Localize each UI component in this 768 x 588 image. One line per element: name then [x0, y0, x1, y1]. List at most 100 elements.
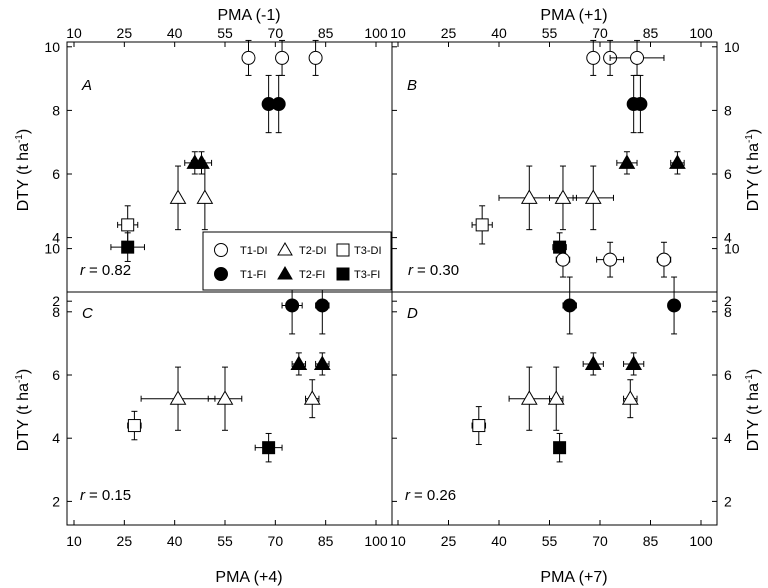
x-tick-label-p0-0: 10 — [66, 25, 82, 41]
data-point-p1-t2-fi-0 — [618, 154, 636, 169]
data-point-p1-t1-di-2 — [630, 50, 645, 65]
data-point-p0-t1-fi-1 — [271, 97, 286, 112]
data-point-p3-t1-di-0 — [555, 252, 570, 267]
legend: T1-DI T2-DI T3-DI T1-FI T2-FI T3-FI — [202, 231, 392, 291]
data-point-p3-t1-di-1 — [603, 252, 618, 267]
data-point-p2-t2-di-2 — [303, 390, 321, 405]
data-marks — [110, 39, 686, 463]
legend-t1-di-marker — [214, 243, 228, 257]
x-tick-label-p2-5: 85 — [318, 533, 334, 549]
x-tick-label-p3-3: 55 — [542, 533, 558, 549]
panel-annotations: A B C D r = 0.82 r = 0.30 r = 0.15 r = 0.26 — [80, 77, 459, 504]
data-point-p3-t3-di-0 — [472, 419, 486, 433]
data-point-p0-t2-di-0 — [169, 189, 187, 204]
x-tick-label-p3-6: 100 — [689, 533, 713, 549]
x-tick-label-p0-5: 85 — [318, 25, 334, 41]
data-point-p3-t2-di-0 — [520, 390, 538, 405]
x-tick-label-p0-4: 70 — [268, 25, 284, 41]
y-tick-label-right-r1-4: 10 — [724, 241, 740, 257]
data-point-p0-t1-di-0 — [241, 50, 256, 65]
y-tick-label-right-r0-3: 8 — [724, 102, 732, 118]
legend-t3-fi-label: T3-FI — [354, 269, 380, 281]
legend-t2-fi-marker — [277, 266, 293, 280]
y-tick-label-right-r0-1: 4 — [724, 230, 732, 246]
y-tick-label-left-r1-4: 10 — [44, 241, 60, 257]
x-tick-label-p0-2: 40 — [167, 25, 183, 41]
legend-t2-di-label: T2-DI — [299, 245, 327, 257]
data-point-p1-t2-di-1 — [554, 189, 572, 204]
data-point-p1-t1-fi-1 — [633, 97, 648, 112]
data-point-p0-t3-fi-0 — [121, 240, 135, 254]
panel-b-letter: B — [407, 77, 417, 94]
x-tick-label-p2-3: 55 — [217, 533, 233, 549]
data-point-p1-t2-di-0 — [520, 189, 538, 204]
x-tick-label-p1-3: 55 — [542, 25, 558, 41]
data-point-p0-t2-fi-1 — [193, 154, 210, 169]
x-tick-label-p1-0: 10 — [390, 25, 406, 41]
data-point-p1-t2-di-2 — [584, 189, 602, 204]
legend-t3-fi-marker — [336, 267, 350, 281]
panel-a-letter: A — [81, 77, 92, 94]
legend-t1-di-label: T1-DI — [240, 245, 268, 257]
data-point-p1-t3-di-0 — [475, 218, 489, 232]
panel-a-xlabel: PMA (-1) — [217, 7, 280, 24]
data-point-p1-t1-di-0 — [586, 50, 601, 65]
data-point-p3-t1-di-2 — [656, 252, 671, 267]
data-point-p0-t3-di-0 — [121, 218, 135, 232]
y-tick-label-right-r0-4: 10 — [724, 39, 740, 55]
y-tick-label-left-r0-3: 8 — [52, 102, 60, 118]
ylabel-left-top: DTY (t ha-1) — [14, 129, 32, 211]
x-tick-label-p1-5: 85 — [643, 25, 659, 41]
legend-t2-fi-label: T2-FI — [299, 269, 325, 281]
data-point-p0-t2-di-1 — [196, 189, 214, 204]
x-tick-label-p3-2: 40 — [491, 533, 507, 549]
y-tick-label-right-r1-0: 2 — [724, 493, 732, 509]
panel-c-letter: C — [82, 305, 93, 322]
legend-box — [202, 231, 392, 291]
ylabel-left-bottom: DTY (t ha-1) — [14, 369, 32, 451]
data-point-p2-t1-fi-1 — [315, 298, 330, 313]
x-tick-label-p2-1: 25 — [117, 533, 133, 549]
data-point-p3-t2-di-2 — [621, 390, 639, 405]
panel-d-letter: D — [407, 305, 418, 322]
y-tick-label-left-r1-3: 8 — [52, 304, 60, 320]
x-tick-label-p2-0: 10 — [66, 533, 82, 549]
y-tick-label-left-r1-2: 6 — [52, 367, 60, 383]
x-tick-label-p1-4: 70 — [592, 25, 608, 41]
x-tick-label-p0-6: 100 — [364, 25, 388, 41]
data-point-p2-t3-di-0 — [127, 419, 141, 433]
x-tick-label-p2-2: 40 — [167, 533, 183, 549]
data-point-p3-t3-fi-0 — [553, 441, 567, 455]
data-point-p2-t1-fi-0 — [285, 298, 300, 313]
legend-t1-fi-label: T1-FI — [240, 269, 266, 281]
y-tick-label-left-r1-0: 2 — [52, 493, 60, 509]
x-tick-label-p3-0: 10 — [390, 533, 406, 549]
y-tick-label-right-r1-2: 6 — [724, 367, 732, 383]
legend-t2-di-marker — [277, 242, 293, 256]
data-point-p3-t2-fi-0 — [584, 355, 602, 370]
y-tick-label-right-r0-2: 6 — [724, 166, 732, 182]
data-point-p2-t3-fi-0 — [262, 441, 276, 455]
data-point-p0-t1-di-1 — [275, 50, 290, 65]
panel-b-r-value: r = 0.30 — [408, 262, 459, 279]
data-point-p1-t3-fi-0 — [553, 240, 567, 254]
y-tick-label-left-r0-4: 10 — [44, 39, 60, 55]
panel-a-r-value: r = 0.82 — [80, 262, 131, 279]
y-tick-label-right-r1-1: 4 — [724, 430, 732, 446]
y-tick-label-right-r0-0: 2 — [724, 293, 732, 309]
x-tick-label-p1-2: 40 — [491, 25, 507, 41]
panel-c-r-value: r = 0.15 — [80, 487, 131, 504]
panel-frame-d — [391, 291, 718, 526]
panel-c-xlabel: PMA (+4) — [215, 569, 282, 586]
x-tick-label-p2-6: 100 — [364, 533, 388, 549]
legend-t3-di-marker — [336, 243, 350, 257]
data-point-p2-t2-fi-0 — [290, 355, 308, 370]
y-tick-label-left-r0-0: 2 — [52, 293, 60, 309]
legend-t3-di-label: T3-DI — [354, 245, 382, 257]
x-tick-label-p0-3: 55 — [217, 25, 233, 41]
axis-titles: PMA (-1) PMA (+1) PMA (+4) PMA (+7) DTY … — [14, 7, 762, 586]
data-point-p3-t2-di-1 — [547, 390, 565, 405]
panel-d-r-value: r = 0.26 — [405, 487, 456, 504]
